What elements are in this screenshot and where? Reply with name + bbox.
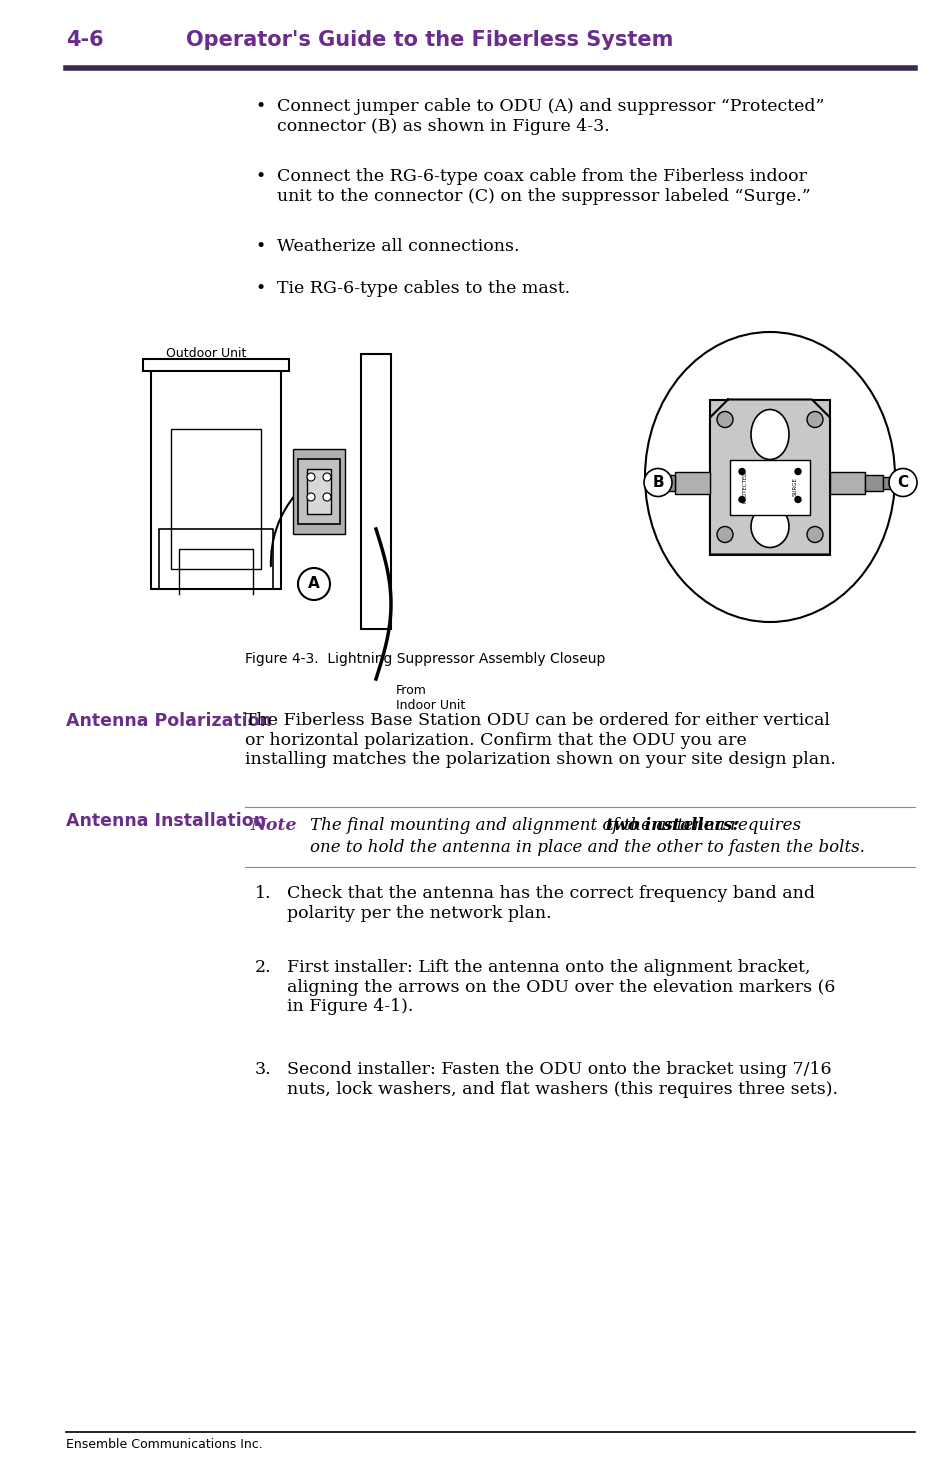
- Circle shape: [323, 474, 331, 481]
- Bar: [710, 400, 830, 555]
- Text: 2.: 2.: [255, 959, 272, 975]
- Text: Outdoor Unit: Outdoor Unit: [166, 346, 246, 360]
- Circle shape: [298, 568, 330, 599]
- Text: Note: Note: [250, 817, 296, 835]
- Text: Tie RG-6-type cables to the mast.: Tie RG-6-type cables to the mast.: [277, 280, 571, 297]
- Circle shape: [807, 527, 823, 543]
- Bar: [830, 472, 865, 493]
- Text: The Fiberless Base Station ODU can be ordered for either vertical
or horizontal : The Fiberless Base Station ODU can be or…: [245, 712, 835, 768]
- Text: First installer: Lift the antenna onto the alignment bracket,
aligning the arrow: First installer: Lift the antenna onto t…: [287, 959, 835, 1015]
- Text: Check that the antenna has the correct frequency band and
polarity per the netwo: Check that the antenna has the correct f…: [287, 885, 815, 922]
- Bar: [865, 475, 883, 490]
- Bar: [883, 477, 893, 488]
- Text: •: •: [255, 169, 265, 185]
- Bar: [171, 429, 261, 568]
- Circle shape: [717, 527, 733, 543]
- Bar: [361, 354, 391, 629]
- Circle shape: [307, 493, 315, 502]
- Text: The final mounting and alignment of the antenna requires: The final mounting and alignment of the …: [310, 817, 806, 835]
- Text: Antenna Polarization: Antenna Polarization: [66, 712, 272, 730]
- Text: one to hold the antenna in place and the other to fasten the bolts.: one to hold the antenna in place and the…: [310, 839, 865, 855]
- Text: Connect jumper cable to ODU (A) and suppressor “Protected”
connector (B) as show: Connect jumper cable to ODU (A) and supp…: [277, 98, 824, 135]
- Text: •: •: [255, 280, 265, 297]
- Bar: [307, 469, 331, 514]
- Ellipse shape: [751, 506, 789, 548]
- Text: 4-6: 4-6: [66, 30, 104, 50]
- Text: Antenna Installation: Antenna Installation: [66, 813, 266, 830]
- Circle shape: [644, 469, 672, 496]
- Text: A: A: [308, 577, 320, 592]
- Text: •: •: [255, 98, 265, 115]
- Bar: [293, 448, 345, 534]
- Text: From
Indoor Unit: From Indoor Unit: [396, 684, 465, 712]
- Text: Weatherize all connections.: Weatherize all connections.: [277, 238, 520, 255]
- Bar: [151, 369, 281, 589]
- Bar: [298, 459, 340, 524]
- Text: 1.: 1.: [255, 885, 272, 901]
- Bar: [675, 472, 710, 493]
- Text: Figure 4-3.  Lightning Suppressor Assembly Closeup: Figure 4-3. Lightning Suppressor Assembl…: [245, 653, 605, 666]
- Circle shape: [307, 474, 315, 481]
- Bar: [143, 360, 289, 371]
- Ellipse shape: [751, 410, 789, 459]
- Circle shape: [807, 411, 823, 428]
- Circle shape: [739, 469, 745, 475]
- Text: •: •: [255, 238, 265, 255]
- Circle shape: [795, 469, 801, 475]
- Polygon shape: [710, 400, 830, 555]
- Text: 3.: 3.: [255, 1061, 272, 1077]
- Text: PROTECTED: PROTECTED: [742, 471, 748, 503]
- Bar: [730, 459, 810, 515]
- Text: two installers:: two installers:: [606, 817, 739, 835]
- Text: Second installer: Fasten the ODU onto the bracket using 7/16
nuts, lock washers,: Second installer: Fasten the ODU onto th…: [287, 1061, 838, 1098]
- Text: Connect the RG-6-type coax cable from the Fiberless indoor
unit to the connector: Connect the RG-6-type coax cable from th…: [277, 169, 811, 204]
- Text: C: C: [898, 475, 908, 490]
- Circle shape: [739, 496, 745, 503]
- Circle shape: [795, 496, 801, 503]
- Text: Ensemble Communications Inc.: Ensemble Communications Inc.: [66, 1439, 263, 1450]
- Circle shape: [889, 469, 917, 496]
- Text: B: B: [653, 475, 664, 490]
- Text: SURGE: SURGE: [792, 477, 798, 496]
- Circle shape: [323, 493, 331, 502]
- Text: Operator's Guide to the Fiberless System: Operator's Guide to the Fiberless System: [186, 30, 673, 50]
- Ellipse shape: [645, 332, 895, 622]
- Circle shape: [717, 411, 733, 428]
- Bar: [660, 475, 675, 490]
